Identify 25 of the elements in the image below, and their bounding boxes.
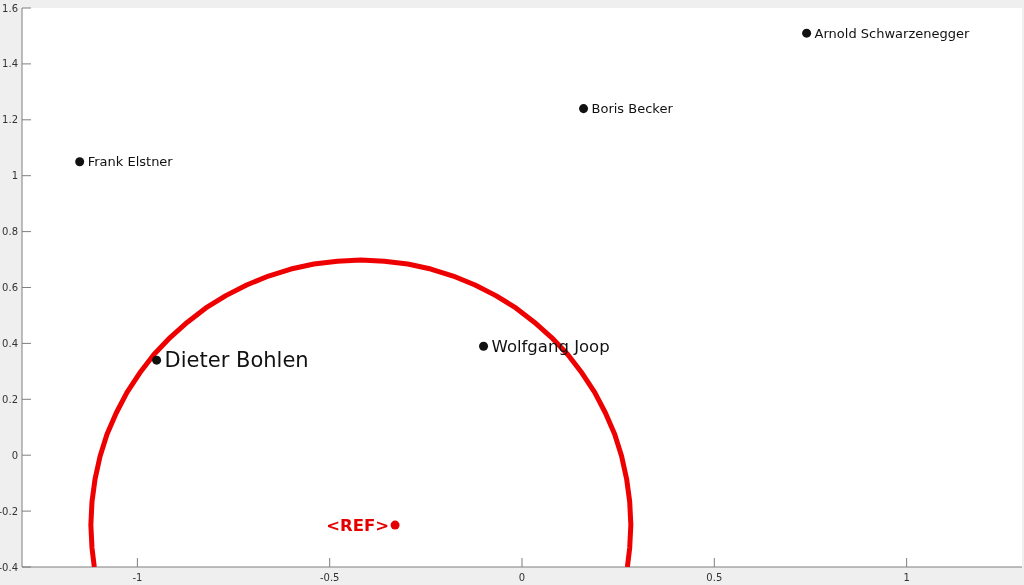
data-label: Frank Elstner: [87, 154, 174, 170]
data-label: Boris Becker: [591, 101, 674, 117]
point: [152, 355, 162, 365]
point: [579, 104, 589, 114]
y-tick-label: 1.6: [2, 2, 18, 14]
point: [75, 157, 85, 167]
point: [390, 520, 400, 530]
x-tick-label: 1: [903, 571, 910, 583]
data-label: Arnold Schwarzenegger: [814, 25, 970, 41]
y-tick-label: 0: [11, 449, 18, 461]
y-tick-label: 0.6: [2, 282, 18, 293]
data-label: Dieter Bohlen: [164, 348, 309, 373]
x-tick-label: 0.5: [706, 571, 723, 583]
y-tick-label: 1: [11, 170, 18, 182]
y-tick-label: 0.2: [2, 393, 18, 405]
point: [802, 28, 812, 38]
data-label: <REF>: [326, 515, 390, 535]
y-tick-label: 0.8: [2, 226, 18, 238]
y-tick-label: 1.4: [2, 58, 18, 70]
x-tick-label: -0.5: [319, 571, 340, 583]
y-tick-label: 1.2: [2, 114, 18, 126]
y-tick-label: 0.4: [2, 337, 18, 349]
x-tick-label: 0: [518, 571, 526, 583]
point: [479, 341, 489, 351]
x-tick-label: -1: [132, 571, 143, 583]
